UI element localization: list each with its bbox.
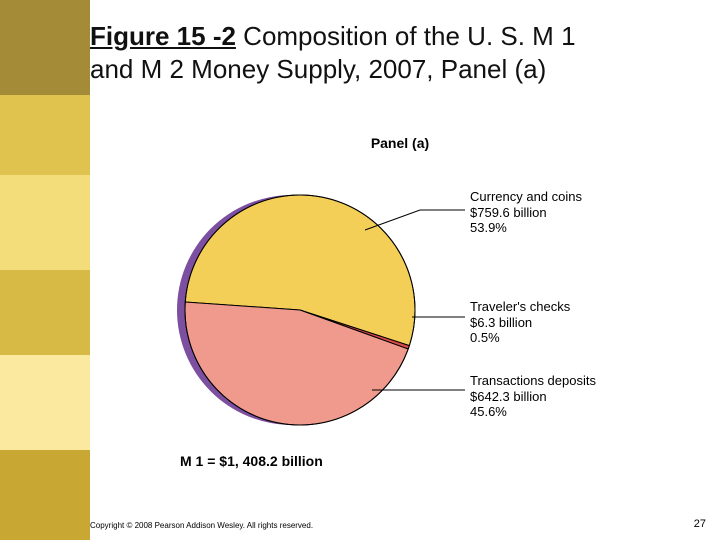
label-travelers-line3: 0.5% bbox=[470, 330, 500, 345]
figure-number: Figure 15 -2 bbox=[90, 21, 236, 51]
chart-caption: M 1 = $1, 408.2 billion bbox=[180, 453, 323, 469]
label-currency: Currency and coins $759.6 billion 53.9% bbox=[470, 189, 582, 236]
panel-label: Panel (a) bbox=[170, 135, 630, 151]
label-travelers-line1: Traveler's checks bbox=[470, 299, 570, 314]
figure-title: Figure 15 -2 Composition of the U. S. M … bbox=[90, 20, 650, 85]
label-currency-line3: 53.9% bbox=[470, 220, 507, 235]
figure-title-line2: and M 2 Money Supply, 2007, Panel (a) bbox=[90, 54, 546, 84]
label-travelers-line2: $6.3 billion bbox=[470, 315, 532, 330]
label-currency-line2: $759.6 billion bbox=[470, 205, 547, 220]
label-deposits-line1: Transactions deposits bbox=[470, 373, 596, 388]
label-travelers: Traveler's checks $6.3 billion 0.5% bbox=[470, 299, 570, 346]
copyright-text: Copyright © 2008 Pearson Addison Wesley.… bbox=[90, 521, 313, 530]
background-strip bbox=[0, 0, 90, 540]
label-currency-line1: Currency and coins bbox=[470, 189, 582, 204]
page-number: 27 bbox=[694, 518, 706, 530]
label-deposits-line2: $642.3 billion bbox=[470, 389, 547, 404]
label-deposits-line3: 45.6% bbox=[470, 404, 507, 419]
label-deposits: Transactions deposits $642.3 billion 45.… bbox=[470, 373, 596, 420]
figure-title-line1: Composition of the U. S. M 1 bbox=[236, 21, 576, 51]
chart-area: Panel (a) Currency and coins $759.6 bill… bbox=[170, 135, 630, 475]
